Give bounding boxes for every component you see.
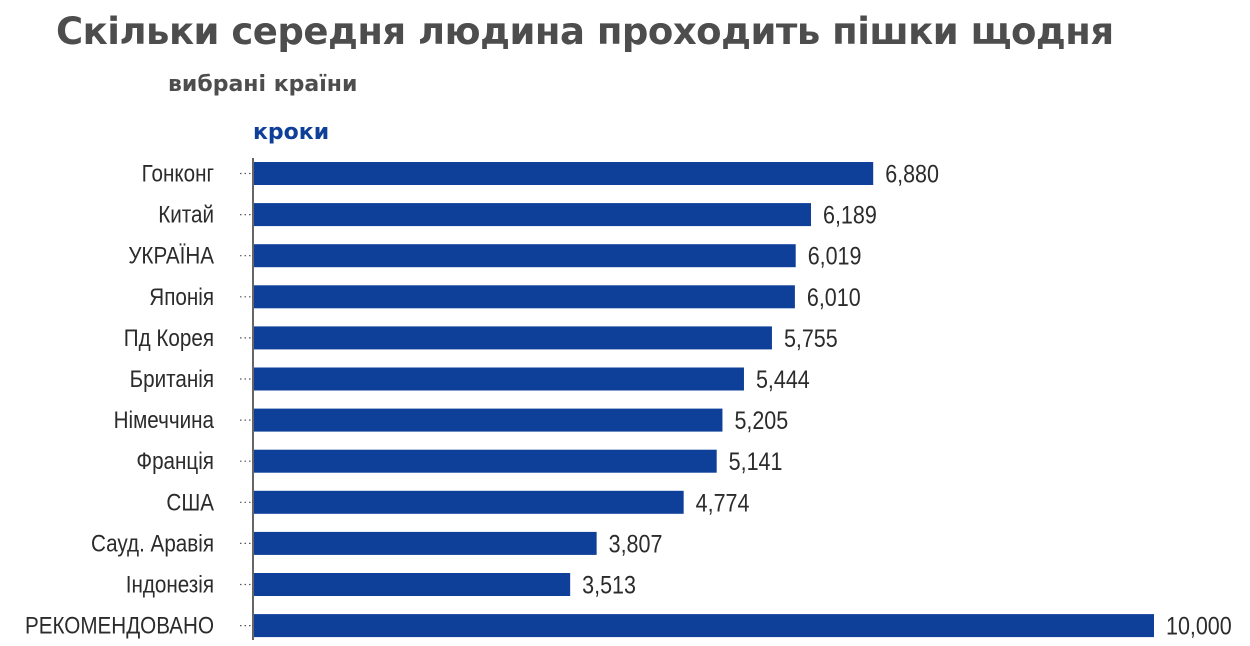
category-label: Гонконг: [142, 160, 214, 187]
bar: [254, 285, 795, 309]
bar: [254, 408, 723, 432]
category-label: Сауд. Аравія: [91, 530, 214, 557]
value-label: 6,880: [885, 160, 939, 188]
value-label: 5,205: [734, 407, 788, 435]
value-label: 10,000: [1166, 612, 1232, 640]
value-label: 5,755: [784, 324, 838, 352]
value-label: 5,141: [729, 448, 783, 476]
category-label: Німеччина: [114, 407, 215, 434]
category-label: США: [166, 489, 214, 516]
chart-subtitle: вибрані країни: [168, 72, 358, 97]
value-label: 3,807: [609, 530, 663, 558]
value-label: 6,019: [808, 242, 862, 270]
category-label: Японія: [149, 283, 214, 310]
bar: [254, 573, 571, 596]
category-label: Британія: [130, 366, 214, 393]
bar: [254, 614, 1154, 638]
chart-title: Скільки середня людина проходить пішки щ…: [56, 10, 1114, 53]
category-label: УКРАЇНА: [128, 242, 214, 269]
bar: [254, 449, 717, 473]
value-label: 6,189: [823, 201, 877, 229]
value-label: 3,513: [582, 571, 636, 599]
value-label: 6,010: [807, 283, 861, 311]
bar: [254, 203, 812, 227]
bar: [254, 326, 772, 350]
category-label: Франція: [136, 448, 214, 475]
value-label: 4,774: [696, 489, 750, 517]
bar: [254, 531, 597, 555]
category-label: Індонезія: [126, 571, 214, 598]
category-label: Китай: [158, 201, 214, 228]
bar: [254, 162, 874, 185]
bar: [254, 244, 796, 268]
bar: [254, 490, 684, 514]
axis-unit-label: кроки: [253, 120, 330, 145]
value-label: 5,444: [756, 365, 810, 393]
bar: [254, 367, 744, 391]
category-label: Пд Корея: [124, 324, 214, 351]
category-label: РЕКОМЕНДОВАНО: [25, 612, 214, 639]
